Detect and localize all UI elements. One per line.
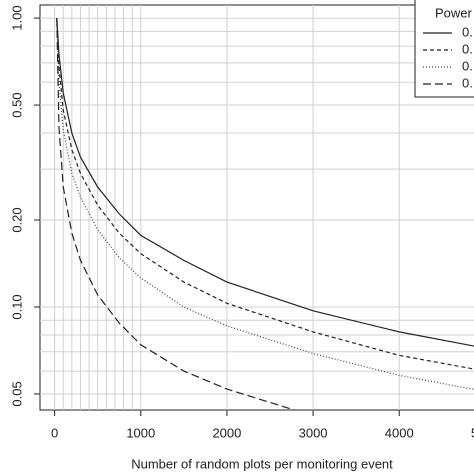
legend-box bbox=[414, 0, 474, 98]
legend: Power 0. 0. 0. 0. bbox=[414, 0, 474, 98]
x-tick-label: 5000 bbox=[471, 425, 474, 440]
grid bbox=[40, 5, 474, 410]
y-tick-label: 0.50 bbox=[9, 92, 24, 117]
y-tick-label: 0.10 bbox=[9, 294, 24, 319]
legend-label: 0. bbox=[462, 58, 473, 73]
x-axis-label: Number of random plots per monitoring ev… bbox=[131, 456, 393, 471]
series-line bbox=[56, 18, 474, 370]
lines bbox=[56, 18, 474, 410]
legend-label: 0. bbox=[462, 24, 473, 39]
x-tick-label: 4000 bbox=[385, 425, 414, 440]
x-tick-label: 1000 bbox=[126, 425, 155, 440]
legend-label: 0. bbox=[462, 41, 473, 56]
x-tick-label: 0 bbox=[51, 425, 58, 440]
series-line bbox=[56, 18, 297, 410]
y-tick-label: 1.00 bbox=[9, 5, 24, 30]
legend-title: Power bbox=[435, 5, 473, 20]
x-tick-label: 3000 bbox=[299, 425, 328, 440]
x-tick-label: 2000 bbox=[212, 425, 241, 440]
series-line bbox=[56, 18, 474, 347]
legend-label: 0. bbox=[462, 75, 473, 90]
plot-frame bbox=[39, 4, 474, 411]
y-tick-label: 0.20 bbox=[9, 207, 24, 232]
y-tick-label: 0.05 bbox=[9, 381, 24, 406]
